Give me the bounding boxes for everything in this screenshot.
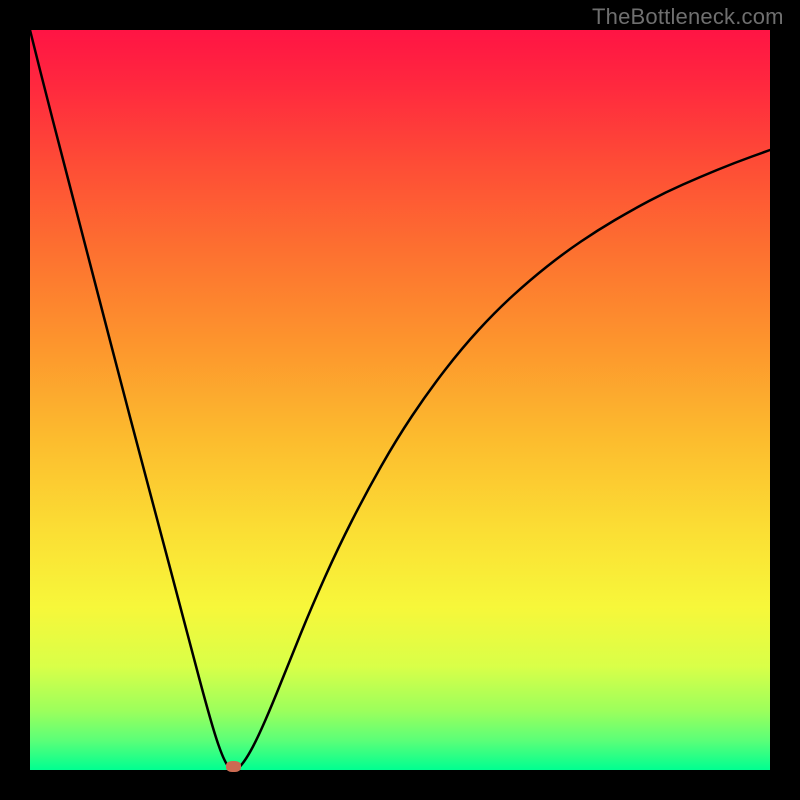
plot-background bbox=[30, 30, 770, 770]
bottleneck-chart bbox=[0, 0, 800, 800]
watermark-text: TheBottleneck.com bbox=[592, 4, 784, 30]
chart-frame: TheBottleneck.com bbox=[0, 0, 800, 800]
minimum-marker bbox=[226, 761, 241, 772]
